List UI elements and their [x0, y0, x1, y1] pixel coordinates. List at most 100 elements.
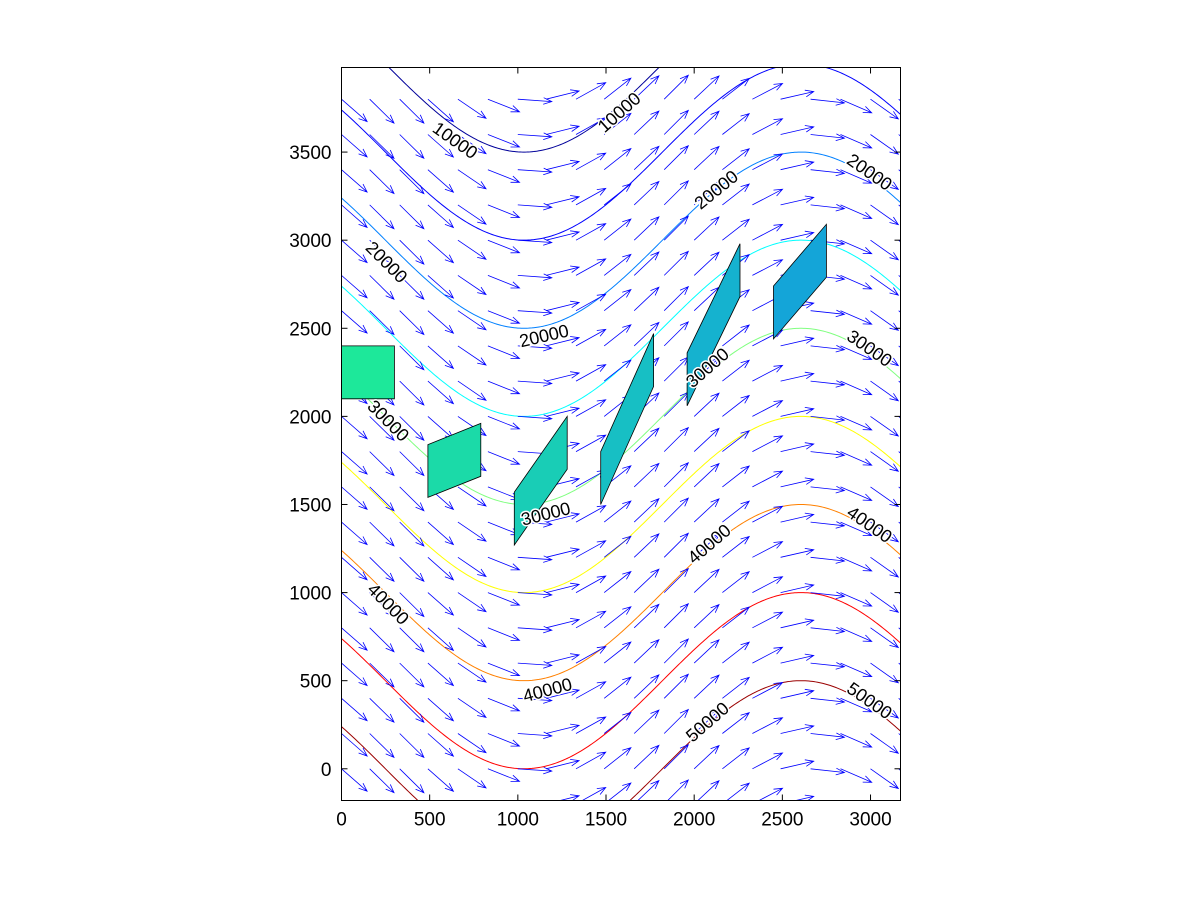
- quiver-arrow: [693, 568, 720, 593]
- quiver-arrow: [752, 681, 784, 699]
- quiver-arrow: [810, 732, 846, 740]
- quiver-arrow: [870, 310, 900, 331]
- quiver-arrow: [693, 145, 720, 170]
- y-tick-label: 2000: [289, 407, 331, 428]
- quiver-arrow: [633, 709, 660, 734]
- quiver-arrow: [457, 275, 487, 296]
- quiver-arrow: [663, 567, 690, 593]
- quiver-arrow: [399, 204, 425, 230]
- quiver-arrow: [810, 380, 846, 388]
- quiver-arrow: [487, 345, 521, 359]
- quiver-arrow: [399, 557, 425, 582]
- quiver-arrow: [399, 380, 425, 406]
- quiver-arrow: [603, 676, 632, 699]
- quiver-arrow: [693, 392, 720, 417]
- plot-frame: [341, 67, 901, 801]
- quiver-arrow: [341, 662, 368, 687]
- quiver-arrow: [870, 345, 900, 367]
- quiver-arrow: [341, 98, 368, 123]
- y-tick-label: 2500: [289, 319, 331, 340]
- quiver-arrow: [722, 112, 751, 135]
- quiver-arrow: [457, 239, 487, 260]
- quiver-arrow: [840, 768, 873, 783]
- quiver-arrow: [780, 653, 815, 664]
- quiver-arrow: [752, 188, 784, 206]
- quiver-arrow: [840, 662, 873, 678]
- quiver-arrow: [457, 310, 487, 331]
- quiver-arrow: [663, 74, 690, 100]
- quiver-arrow: [726, 782, 751, 801]
- quiver-arrow: [427, 592, 455, 616]
- quiver-arrow: [722, 535, 751, 558]
- quiver-arrow: [633, 321, 660, 347]
- quiver-arrow: [369, 486, 395, 512]
- quiver-arrow: [752, 646, 784, 664]
- quiver-arrow: [840, 451, 873, 466]
- quiver-arrow: [693, 75, 720, 100]
- quiver-arrow: [457, 345, 487, 366]
- quiver-arrow: [870, 733, 900, 754]
- quiver-arrow: [840, 169, 873, 184]
- quiver-arrow: [457, 486, 487, 507]
- quiver-arrow: [780, 759, 815, 770]
- quiver-arrow: [663, 603, 690, 629]
- quiver-arrow: [457, 98, 487, 119]
- quiver-arrow: [369, 169, 395, 195]
- quiver-arrow: [663, 462, 690, 488]
- quiver-arrow: [427, 557, 455, 581]
- quiver-arrow: [546, 230, 581, 241]
- quiver-arrow: [810, 626, 846, 635]
- quiver-arrow: [810, 168, 846, 177]
- quiver-arrow: [780, 230, 815, 241]
- quiver-arrow: [840, 275, 873, 290]
- quiver-arrow: [575, 681, 607, 699]
- quiver-arrow: [427, 275, 455, 299]
- quiver-arrow: [603, 606, 632, 629]
- quiver-arrow: [575, 434, 607, 452]
- quiver-arrow: [780, 371, 815, 382]
- quiver-arrow: [810, 450, 846, 459]
- quiver-arrow: [752, 259, 784, 276]
- quiver-arrow: [780, 125, 815, 135]
- quiver-arrow: [341, 486, 368, 511]
- quiver-arrow: [870, 592, 900, 613]
- quiver-arrow: [575, 399, 607, 417]
- quiver-arrow: [780, 442, 815, 452]
- quiver-arrow: [369, 416, 395, 441]
- quiver-arrow: [663, 215, 690, 241]
- quiver-arrow: [341, 521, 368, 546]
- quiver-arrow: [722, 712, 751, 734]
- quiver-arrow: [399, 627, 425, 653]
- quiver-arrow: [575, 223, 607, 241]
- quiver-arrow: [369, 662, 395, 688]
- quiver-arrow: [633, 110, 660, 135]
- quiver-arrow: [722, 218, 751, 241]
- quiver-arrow: [399, 451, 425, 477]
- planes: [341, 223, 827, 547]
- quiver-arrow: [369, 451, 395, 477]
- quiver-arrow: [810, 521, 846, 529]
- quiver-arrow: [603, 324, 632, 347]
- quiver-arrow: [840, 345, 873, 360]
- quiver-arrow: [663, 532, 690, 558]
- y-tick-label: 1000: [289, 584, 331, 605]
- quiver-arrow: [487, 134, 521, 148]
- quiver-arrow: [457, 169, 487, 190]
- quiver-arrow: [840, 697, 873, 713]
- axis-ticks: 0 500 1000 1500 2000 2500 3000 0 500 1000 1500 2000…: [289, 67, 901, 831]
- quiver-arrow: [399, 662, 425, 688]
- x-tick-label: 3000: [849, 810, 891, 831]
- plane-6: [773, 223, 827, 340]
- quiver-arrow: [487, 275, 521, 289]
- quiver-arrow: [546, 759, 581, 770]
- x-tick-label: 2500: [761, 810, 803, 831]
- quiver-arrow: [546, 89, 581, 100]
- quiver-arrow: [369, 698, 395, 723]
- quiver-arrow: [457, 627, 487, 648]
- quiver-arrow: [341, 416, 368, 440]
- quiver-arrow: [341, 451, 368, 475]
- quiver-arrow: [399, 98, 425, 124]
- quiver-arrow: [457, 556, 487, 578]
- quiver-arrow: [369, 557, 395, 582]
- quiver-arrow: [752, 752, 784, 770]
